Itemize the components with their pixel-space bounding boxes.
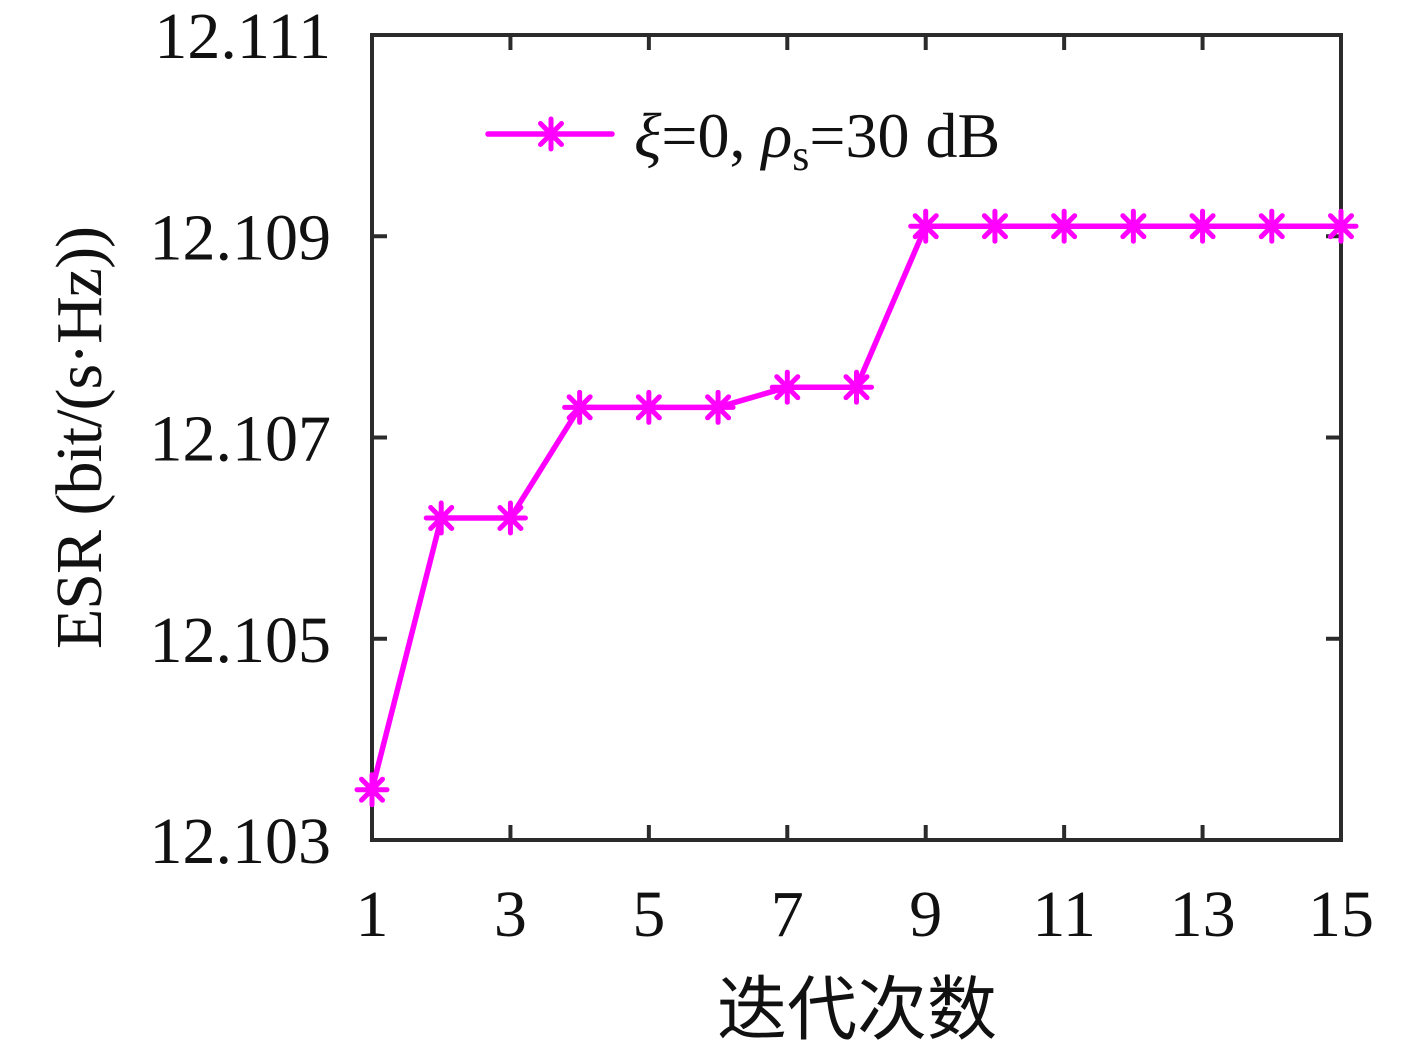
data-point-marker bbox=[631, 389, 667, 425]
marker-arm-d2 bbox=[981, 213, 1008, 240]
legend: ξ=0, ρs=30 dB bbox=[485, 100, 1000, 180]
marker-arm-d2 bbox=[566, 394, 593, 421]
marker-arm-d2 bbox=[774, 374, 801, 401]
data-point-marker bbox=[1254, 208, 1290, 244]
legend-swatch-marker bbox=[533, 116, 569, 152]
marker-arm-d2 bbox=[912, 213, 939, 240]
legend-label: ξ=0, ρs=30 dB bbox=[634, 100, 1000, 180]
data-point-marker bbox=[1046, 208, 1082, 244]
data-point-marker bbox=[839, 369, 874, 405]
marker-arm-d2 bbox=[538, 121, 564, 147]
marker-arm-d2 bbox=[1258, 213, 1285, 240]
data-point-marker bbox=[1185, 208, 1221, 244]
y-tick-label: 12.105 bbox=[150, 604, 332, 677]
x-tick-label: 9 bbox=[909, 878, 942, 951]
marker-arm-d2 bbox=[1328, 213, 1354, 240]
plot-box bbox=[370, 33, 1343, 842]
y-tick-label: 12.109 bbox=[150, 201, 332, 274]
data-point-marker bbox=[977, 208, 1013, 244]
marker-arm-d2 bbox=[428, 505, 455, 531]
x-tick-label: 15 bbox=[1308, 878, 1374, 951]
data-point-marker bbox=[423, 500, 459, 536]
x-tick-label: 13 bbox=[1170, 878, 1236, 951]
legend-label-part: =0, bbox=[661, 100, 761, 171]
data-point-marker bbox=[492, 500, 528, 536]
y-axis-label: ESR (bit/(s·Hz)) bbox=[43, 226, 116, 650]
y-tick-label: 12.107 bbox=[150, 403, 332, 476]
x-tick-label: 1 bbox=[356, 878, 389, 951]
y-tick-label: 12.111 bbox=[154, 0, 331, 73]
legend-label-part: =30 dB bbox=[809, 100, 1000, 171]
data-point-marker bbox=[1115, 208, 1151, 244]
data-point-marker bbox=[354, 772, 390, 808]
x-tick-label: 7 bbox=[771, 878, 804, 951]
marker-arm-d2 bbox=[359, 776, 385, 803]
marker-arm-d2 bbox=[1120, 213, 1147, 240]
marker-arm-d2 bbox=[705, 394, 732, 421]
legend-label-part: ξ bbox=[634, 100, 662, 171]
x-tick-label: 3 bbox=[494, 878, 527, 951]
x-tick-label: 11 bbox=[1032, 878, 1096, 951]
data-point-marker bbox=[908, 208, 944, 244]
marker-arm-d2 bbox=[1051, 213, 1078, 240]
x-tick-label: 5 bbox=[632, 878, 665, 951]
x-axis-label: 迭代次数 bbox=[717, 972, 997, 1050]
marker-arm-d2 bbox=[635, 394, 662, 421]
y-tick-label: 12.103 bbox=[150, 805, 332, 878]
data-point-marker bbox=[769, 369, 805, 405]
legend-label-part: s bbox=[792, 131, 809, 180]
data-point-marker bbox=[562, 389, 598, 425]
data-point-marker bbox=[700, 389, 736, 425]
marker-arm-d2 bbox=[497, 505, 524, 531]
data-point-marker bbox=[1323, 208, 1359, 244]
legend-label-part: ρ bbox=[760, 100, 793, 171]
marker-arm-d2 bbox=[1189, 213, 1216, 240]
marker-arm-d2 bbox=[843, 374, 870, 401]
